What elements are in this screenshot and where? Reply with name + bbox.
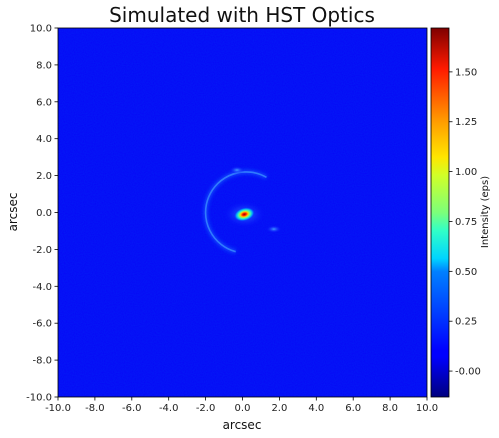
colorbar-ticks: -0.00 0.25 0.50 0.75 1.00 1.25 1.50 — [449, 67, 481, 378]
x-axis-label: arcsec — [223, 418, 262, 432]
x-tick-label: -10.0 — [45, 403, 71, 414]
x-tick-label: 2.0 — [271, 403, 287, 414]
y-tick-label: -2.0 — [32, 245, 52, 256]
colorbar-tick-label: 1.25 — [455, 117, 477, 128]
y-tick-label: 0.0 — [36, 208, 52, 219]
x-tick-label: 0.0 — [235, 403, 251, 414]
x-tick-label: -6.0 — [122, 403, 142, 414]
colorbar-tick-label: 1.00 — [455, 167, 477, 178]
y-tick-label: -8.0 — [32, 356, 52, 367]
x-tick-label: -4.0 — [159, 403, 179, 414]
colorbar-gradient — [430, 27, 450, 398]
x-tick-label: 8.0 — [382, 403, 398, 414]
lensed-features — [203, 166, 282, 255]
x-tick-label: -2.0 — [196, 403, 216, 414]
lensed-arc-core — [204, 171, 267, 253]
colorbar-label: Intensity (eps) — [480, 176, 491, 248]
y-tick-label: 8.0 — [36, 60, 52, 71]
y-tick-label: -10.0 — [26, 393, 52, 404]
colorbar-tick-label: 1.50 — [455, 67, 477, 78]
colorbar-tick-label: 0.75 — [455, 217, 477, 228]
y-axis-label: arcsec — [6, 193, 20, 232]
lensed-knot — [228, 166, 245, 175]
y-tick-label: 4.0 — [36, 134, 52, 145]
y-tick-label: 2.0 — [36, 171, 52, 182]
heatmap-plot — [58, 28, 427, 397]
colorbar: -0.00 0.25 0.50 0.75 1.00 1.25 1.50 Intensity … — [430, 27, 491, 398]
chart-title: Simulated with HST Optics — [109, 3, 375, 27]
x-tick-label: 10.0 — [416, 403, 438, 414]
colorbar-tick-label: 0.25 — [455, 317, 477, 328]
y-tick-label: -4.0 — [32, 282, 52, 293]
y-tick-label: 6.0 — [36, 97, 52, 108]
colorbar-tick-label: -0.00 — [455, 367, 481, 378]
x-axis-ticks: -10.0 -8.0 -6.0 -4.0 -2.0 0.0 2.0 4.0 6.0 8.0 10.0 — [45, 397, 438, 414]
y-axis-ticks: 10.0 8.0 6.0 4.0 2.0 0.0 -2.0 -4.0 -6.0 -8.0 -10.0 — [26, 24, 58, 404]
x-tick-label: 4.0 — [308, 403, 324, 414]
lensed-knot — [265, 225, 282, 234]
y-tick-label: 10.0 — [30, 24, 52, 35]
y-tick-label: -6.0 — [32, 319, 52, 330]
x-tick-label: 6.0 — [345, 403, 361, 414]
x-tick-label: -8.0 — [85, 403, 105, 414]
colorbar-tick-label: 0.50 — [455, 267, 477, 278]
central-source — [233, 207, 256, 222]
